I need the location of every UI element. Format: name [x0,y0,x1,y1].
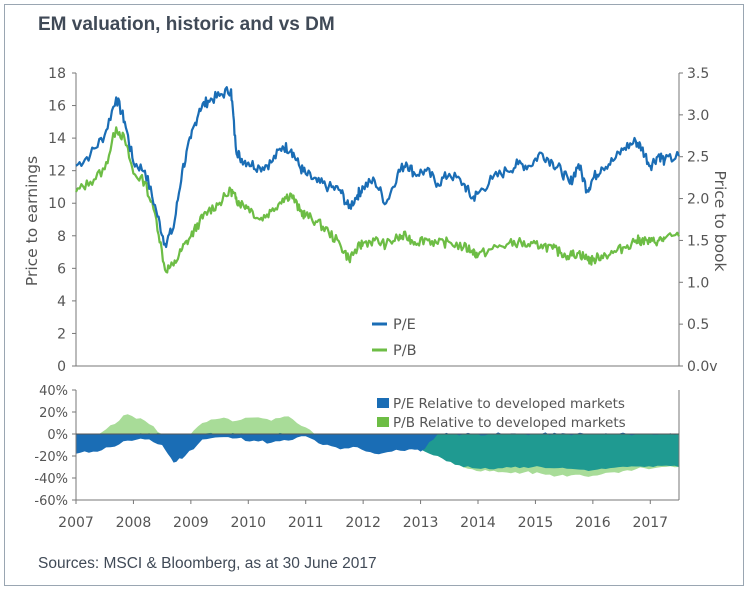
source-note: Sources: MSCI & Bloomberg, as at 30 June… [38,555,377,572]
x-tick-label: 2014 [460,515,496,531]
left-tick-label: 0 [57,359,66,375]
x-tick-label: 2017 [632,515,668,531]
bottom-tick-label: 20% [39,406,68,421]
bottom-tick-label: -40% [34,472,68,487]
pe-series-line [75,86,681,249]
left-tick-label: 10 [48,196,66,212]
bottom-tick-label: -20% [34,450,68,465]
chart-title: EM valuation, historic and vs DM [38,14,335,35]
bottom-tick-label: 0% [47,428,68,443]
right-tick-labels: 0.0v 0.5 1.0 1.5 2.0 2.5 3.0 3.5 [679,66,718,375]
right-tick-label: 2.0 [687,192,709,208]
right-tick-label: 1.0 [687,275,709,291]
legend-pe-relative-label: P/E Relative to developed markets [393,396,625,412]
y-axis-label-right: Price to book [711,170,729,271]
right-tick-label: 3.0 [687,108,709,124]
bottom-tick-labels: -60% -40% -20% 0% 20% 40% [34,384,76,509]
right-tick-label: 2.5 [687,150,709,166]
left-tick-label: 6 [57,261,66,277]
left-tick-label: 12 [48,164,66,180]
bottom-tick-label: 40% [39,384,68,399]
x-tick-label: 2016 [575,515,611,531]
legend-pb-relative-swatch [377,417,389,427]
legend-pe-relative-swatch [377,398,389,408]
x-tick-label: 2008 [116,515,152,531]
x-tick-labels: 2007 2008 2009 2010 2011 2012 2013 2014 2015 2016… [58,500,668,531]
left-tick-label: 2 [57,326,66,342]
bottom-tick-label: -60% [34,494,68,509]
left-tick-label: 16 [48,99,66,115]
right-tick-label: 0.5 [687,317,709,333]
legend-pb-relative-label: P/B Relative to developed markets [393,415,626,431]
pe-relative-area [76,432,679,463]
left-tick-label: 4 [57,294,66,310]
left-tick-label: 18 [48,66,66,82]
top-panel: 0 2 4 6 8 10 12 14 16 18 0.0v 0.5 1.0 1.5 2.0 2.5 3.0 3.… [23,66,729,375]
left-tick-label: 8 [57,229,66,245]
x-tick-label: 2012 [345,515,381,531]
y-axis-label-left: Price to earnings [23,156,41,286]
x-tick-label: 2007 [58,515,94,531]
right-tick-label: 3.5 [687,66,709,82]
x-tick-label: 2009 [173,515,209,531]
overlap-area [76,432,679,471]
x-tick-label: 2010 [230,515,266,531]
left-tick-label: 14 [48,131,66,147]
chart-frame [4,4,744,586]
x-tick-label: 2015 [518,515,554,531]
right-tick-label: 0.0v [687,359,718,375]
legend-pe-label: P/E [393,317,416,333]
legend-pb-label: P/B [393,343,417,359]
x-tick-label: 2013 [403,515,439,531]
x-tick-label: 2011 [288,515,324,531]
right-tick-label: 1.5 [687,233,709,249]
bottom-panel: -60% -40% -20% 0% 20% 40% 2007 2008 2009 2010 201… [34,384,680,531]
pb-series-line [75,126,680,274]
left-tick-labels: 0 2 4 6 8 10 12 14 16 18 [48,66,76,375]
